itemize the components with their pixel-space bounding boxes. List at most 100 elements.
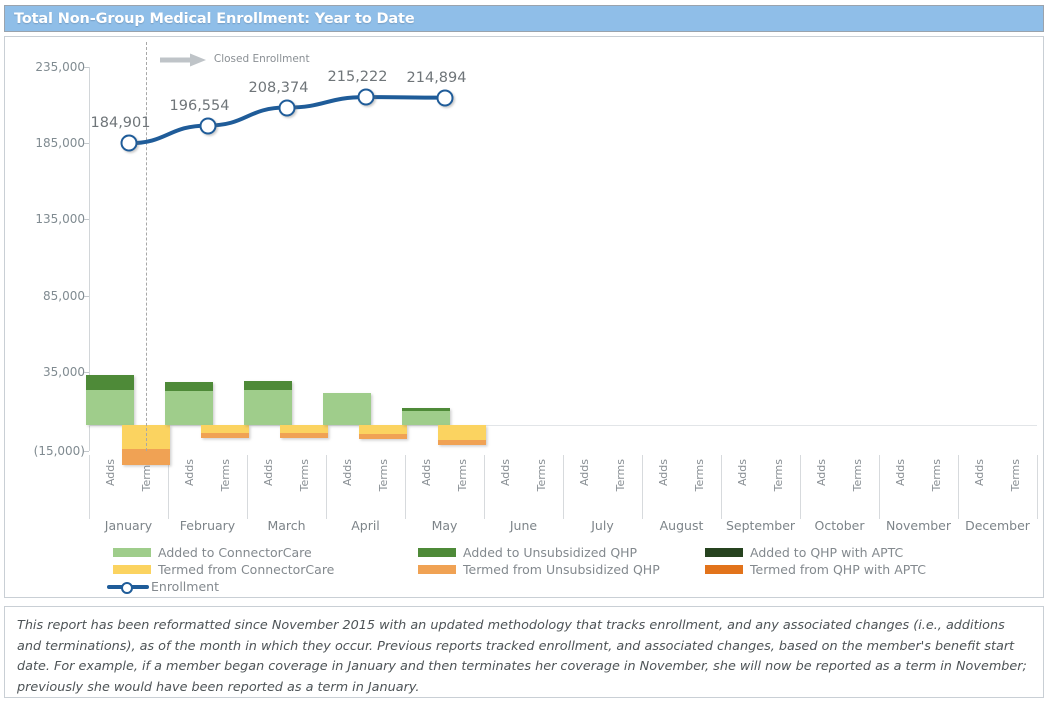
category-separator [563, 455, 564, 519]
month-label: April [351, 518, 380, 533]
bar-segment[interactable] [358, 434, 407, 439]
y-axis-tick [84, 371, 89, 373]
bar-segment[interactable] [402, 410, 451, 425]
bar-segment[interactable] [200, 425, 249, 434]
category-separator [89, 455, 90, 519]
bar-adds[interactable] [86, 374, 135, 425]
bar-segment[interactable] [279, 425, 328, 434]
data-point-marker[interactable] [278, 99, 295, 117]
y-axis-tick [84, 219, 89, 221]
bar-segment[interactable] [165, 391, 214, 425]
enrollment-line [126, 95, 447, 146]
bar-segment[interactable] [437, 440, 486, 445]
footnote-box: This report has been reformatted since N… [4, 606, 1044, 698]
category-separator [247, 455, 248, 519]
bar-segment[interactable] [244, 380, 293, 390]
bar-segment[interactable] [358, 425, 407, 435]
data-point-label: 215,222 [327, 69, 388, 86]
chart-container: 235,000 185,000 135,000 85,000 35,000 (15,000… [4, 36, 1044, 598]
data-point-label: 214,894 [406, 69, 467, 86]
bar-adds[interactable] [402, 408, 451, 425]
closed-enrollment-divider [145, 42, 147, 451]
data-point-marker[interactable] [436, 89, 453, 107]
legend-label: Termed from QHP with APTC [750, 562, 926, 577]
category-separator [168, 455, 169, 519]
bar-segment[interactable] [437, 425, 486, 441]
bar-segment[interactable] [86, 389, 135, 425]
bar-segment[interactable] [165, 382, 214, 392]
y-axis-tick [84, 143, 89, 145]
data-point-marker[interactable] [357, 88, 374, 106]
bar-adds[interactable] [165, 382, 214, 425]
subcategory-label-terms: Terms [613, 459, 627, 492]
bar-segment[interactable] [121, 449, 170, 465]
bar-terms[interactable] [279, 425, 328, 438]
category-separator [721, 455, 722, 519]
chart-title-bar: Total Non-Group Medical Enrollment: Year… [4, 5, 1044, 32]
subcategory-label-terms: Terms [771, 459, 785, 492]
legend-swatch [705, 565, 743, 574]
page-title: Total Non-Group Medical Enrollment: Year… [14, 10, 415, 27]
legend-label: Added to QHP with APTC [750, 545, 904, 560]
y-axis-tick-label: 235,000 [35, 60, 85, 74]
legend-item[interactable]: Termed from ConnectorCare [113, 562, 334, 577]
subcategory-label-adds: Adds [104, 459, 118, 487]
bar-segment[interactable] [279, 433, 328, 438]
subcategory-label-terms: Terms [218, 459, 232, 492]
subcategory-label-adds: Adds [657, 459, 671, 487]
data-point-marker[interactable] [199, 117, 216, 135]
bar-adds[interactable] [323, 393, 372, 425]
legend-label: Added to Unsubsidized QHP [463, 545, 638, 560]
legend-swatch [418, 565, 456, 574]
bar-terms[interactable] [437, 425, 486, 445]
subcategory-label-terms: Terms [455, 459, 469, 492]
bar-adds[interactable] [244, 380, 293, 425]
subcategory-label-adds: Adds [420, 459, 434, 487]
legend-item[interactable]: Termed from Unsubsidized QHP [418, 562, 660, 577]
subcategory-label-adds: Adds [973, 459, 987, 487]
zero-gridline [89, 425, 1037, 426]
month-label: October [814, 518, 865, 533]
data-point-marker[interactable] [120, 134, 137, 152]
legend-item[interactable]: Added to ConnectorCare [113, 545, 312, 560]
subcategory-label-terms: Terms [297, 459, 311, 492]
month-label: January [104, 518, 153, 533]
legend-item[interactable]: Termed from QHP with APTC [705, 562, 926, 577]
subcategory-label-adds: Adds [499, 459, 513, 487]
category-separator [642, 455, 643, 519]
bar-segment[interactable] [244, 389, 293, 425]
chart-legend: Added to ConnectorCare Added to Unsubsidi… [5, 545, 1045, 595]
month-label: February [179, 518, 236, 533]
legend-item[interactable]: Added to Unsubsidized QHP [418, 545, 637, 560]
bar-terms[interactable] [358, 425, 407, 439]
legend-swatch [418, 548, 456, 557]
category-separator [879, 455, 880, 519]
subcategory-label-adds: Adds [815, 459, 829, 487]
y-axis-tick-label: (15,000) [33, 444, 85, 458]
month-label: September [725, 518, 796, 533]
bar-terms[interactable] [200, 425, 249, 438]
subcategory-label-adds: Adds [894, 459, 908, 487]
category-separator [800, 455, 801, 519]
bar-segment[interactable] [200, 433, 249, 438]
legend-swatch [113, 548, 151, 557]
month-label: August [659, 518, 704, 533]
month-label: November [885, 518, 952, 533]
subcategory-label-terms: Terms [850, 459, 864, 492]
bar-segment[interactable] [402, 408, 451, 411]
y-axis-tick-label: 35,000 [43, 364, 85, 379]
bar-segment[interactable] [86, 374, 135, 390]
plot-area: 235,000 185,000 135,000 85,000 35,000 (15,000… [5, 37, 1045, 599]
legend-item-enrollment[interactable]: Enrollment [107, 579, 219, 594]
legend-swatch [113, 565, 151, 574]
subcategory-label-terms: Terms [692, 459, 706, 492]
category-separator [484, 455, 485, 519]
subcategory-label-terms: Terms [1008, 459, 1022, 492]
subcategory-label-adds: Adds [341, 459, 355, 487]
y-axis-tick [84, 67, 89, 68]
bar-segment[interactable] [323, 393, 372, 425]
y-axis-tick [84, 451, 89, 452]
data-point-label: 208,374 [248, 79, 309, 96]
legend-item[interactable]: Added to QHP with APTC [705, 545, 903, 560]
